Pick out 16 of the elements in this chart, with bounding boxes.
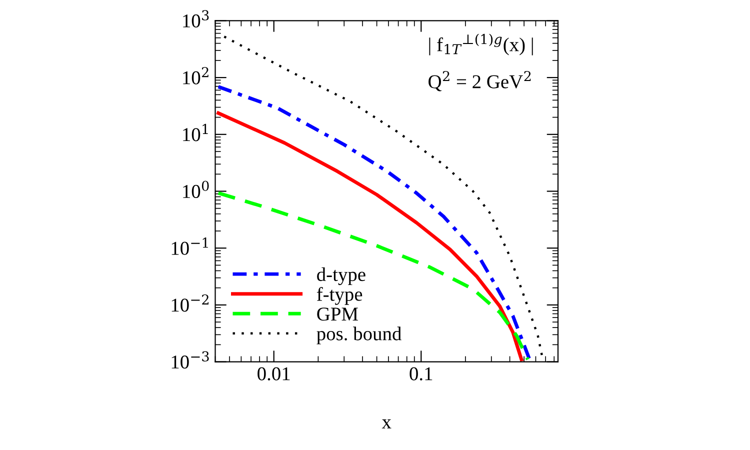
y-tick-label: 10$^{−2}$ <box>172 294 208 312</box>
annotation: | f$_{1T}$$^{⊥(1)g}$(x) | <box>429 34 533 56</box>
y-tick-label: 10$^{−3}$ <box>172 351 209 369</box>
y-tick-label: 10$^{−1}$ <box>172 238 208 255</box>
x-axis-title: x <box>382 419 392 428</box>
y-tick-label: 10$^{3}$ <box>183 10 209 28</box>
legend-label: f-type <box>316 287 362 305</box>
legend-label: GPM <box>317 308 358 321</box>
x-tick-label: 0.01 <box>258 367 290 380</box>
y-tick-label: 10$^{2}$ <box>183 66 208 84</box>
y-tick-label: 10$^{0}$ <box>183 180 209 198</box>
legend-label: d-type <box>317 267 366 286</box>
y-tick-label: 10$^{1}$ <box>183 124 208 142</box>
legend-label: pos. bound <box>316 326 402 344</box>
annotation: Q$^{2}$ = 2 GeV$^{2}$ <box>428 70 531 92</box>
x-tick-label: 0.1 <box>410 367 432 380</box>
